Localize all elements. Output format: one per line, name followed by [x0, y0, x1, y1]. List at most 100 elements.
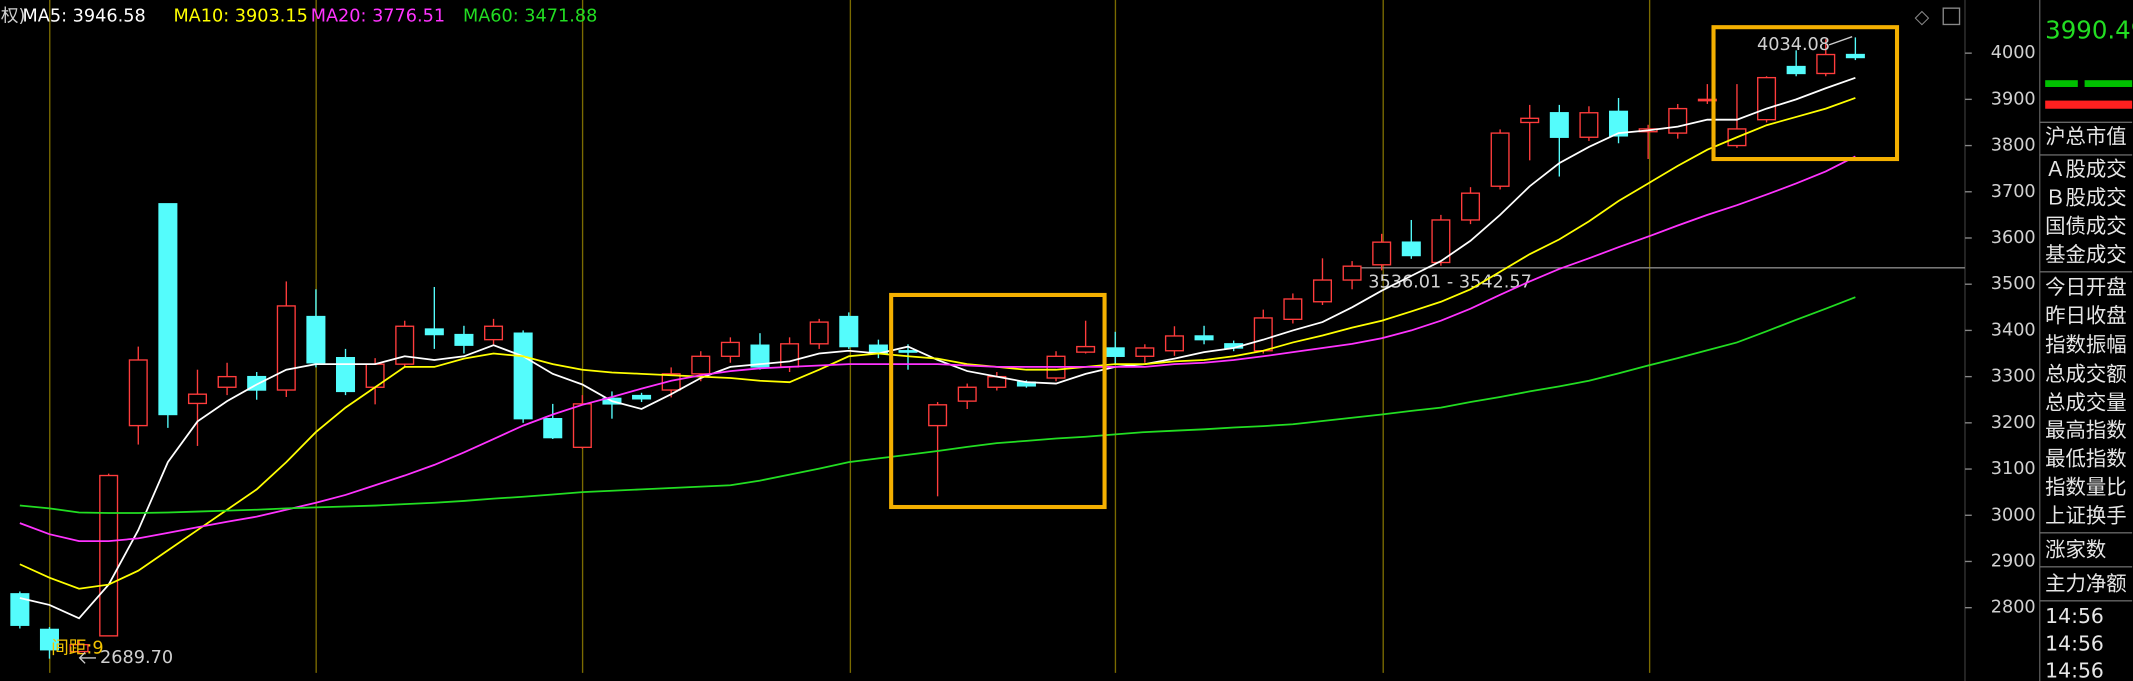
panel-bar	[2084, 80, 2133, 87]
min-arrow-head	[78, 651, 86, 664]
panel-item: 国债成交	[2045, 214, 2127, 238]
candle-body	[898, 350, 918, 353]
plot	[10, 37, 1865, 659]
panel-item: Ｂ股成交	[2045, 185, 2127, 209]
panel-bar	[2045, 100, 2133, 109]
candle-body	[632, 394, 652, 400]
candle-body	[10, 593, 30, 626]
candle-body	[306, 315, 326, 364]
panel-item: 沪总市值	[2045, 124, 2127, 148]
y-tick-label: 3500	[1991, 274, 2036, 294]
ma-line	[19, 76, 1856, 620]
candle-body	[957, 386, 977, 402]
y-tick-label: 2900	[1991, 551, 2036, 571]
span-label: 间距:9	[51, 637, 104, 658]
min-label: 2689.70	[100, 648, 173, 668]
highlight-box	[1711, 25, 1900, 162]
candle-body	[543, 417, 563, 439]
candle-body	[1253, 317, 1273, 352]
candle-body	[217, 375, 237, 388]
candle-body	[484, 325, 504, 341]
candle-body	[1520, 117, 1540, 124]
candle-body	[1845, 53, 1865, 59]
candle-body	[1105, 347, 1125, 357]
candle-body	[1490, 132, 1510, 187]
title-fragment: 权)	[1, 5, 26, 26]
y-tick-label: 3400	[1991, 320, 2036, 340]
candle-body	[1609, 110, 1629, 137]
legend-entry: MA10: 3903.15	[173, 6, 307, 26]
candle-body	[750, 344, 770, 368]
y-tick-label: 3200	[1991, 413, 2036, 433]
panel-price: 3990.49	[2045, 15, 2133, 44]
candle-body	[720, 341, 740, 357]
candle-body	[276, 305, 296, 391]
panel-item: 总成交量	[2045, 391, 2127, 415]
candle-body	[1579, 112, 1599, 138]
ma-line	[19, 296, 1856, 514]
panel-item: 基金成交	[2045, 243, 2127, 267]
candle-body	[1697, 98, 1717, 102]
candle-body	[572, 403, 592, 449]
candle-body	[1549, 112, 1569, 138]
y-tick-label: 3000	[1991, 505, 2036, 525]
candle-body	[1283, 298, 1303, 321]
candle-body	[69, 643, 89, 653]
candle-body	[1668, 107, 1688, 134]
candle-body	[99, 474, 119, 637]
ma-line	[19, 155, 1856, 543]
candle-body	[1786, 65, 1806, 75]
panel-item: 上证换手	[2045, 504, 2127, 528]
candle-body	[1164, 335, 1184, 352]
candle-body	[1076, 345, 1096, 353]
panel-item: Ａ股成交	[2045, 157, 2127, 181]
icon-diamond[interactable]: ◇	[1915, 6, 1930, 28]
y-tick-label: 3800	[1991, 136, 2036, 156]
y-axis: 2800 2900 3000 3100 3200 3300 3400 3500 3600 3700…	[1964, 43, 2036, 618]
candle-body	[335, 356, 356, 393]
panel-item: 涨家数	[2045, 538, 2106, 562]
candle-body	[1135, 347, 1155, 357]
candle-body	[187, 393, 207, 405]
legend-entry: MA20: 3776.51	[311, 6, 445, 26]
legend-entry: MA60: 3471.88	[463, 6, 597, 26]
panel-item: 指数振幅	[2045, 332, 2127, 356]
ma-line	[19, 97, 1856, 590]
panel-bar	[2045, 80, 2078, 87]
candle-body	[395, 325, 415, 365]
candle-body	[780, 343, 800, 368]
y-tick-label: 3900	[1991, 89, 2036, 109]
panel-item: 最高指数	[2045, 418, 2127, 442]
legend-entry: MA5: 3946.58	[23, 6, 146, 26]
panel-item: 最低指数	[2045, 446, 2127, 470]
panel-time: 14:56	[2045, 631, 2104, 655]
panel-item: 昨日收盘	[2045, 304, 2127, 328]
panel-item: 今日开盘	[2045, 275, 2127, 299]
candle-body	[1312, 279, 1332, 303]
candle-body	[661, 373, 681, 391]
y-tick-label: 2800	[1991, 598, 2036, 618]
icon-window[interactable]	[1942, 7, 1961, 26]
panel-item: 指数量比	[2045, 475, 2127, 499]
candle-body	[39, 628, 59, 651]
candle-body	[454, 333, 474, 346]
panel-time: 14:56	[2045, 604, 2104, 628]
candle-body	[1194, 335, 1214, 341]
y-tick-label: 3700	[1991, 182, 2036, 202]
candle-body	[424, 328, 444, 336]
max-label: 4034.08	[1757, 35, 1830, 55]
y-tick-label: 3300	[1991, 367, 2036, 387]
candle-body	[1401, 241, 1421, 257]
candle-body	[691, 355, 711, 375]
gap-label: 3536.01 - 3542.57	[1368, 273, 1532, 293]
y-tick-label: 4000	[1991, 43, 2036, 63]
candle-body	[1431, 219, 1451, 264]
candle-body	[1460, 192, 1481, 221]
panel-item: 主力净额	[2045, 571, 2127, 595]
max-arrow	[1828, 36, 1853, 46]
candle-body	[809, 321, 829, 345]
candle-body	[128, 359, 148, 427]
